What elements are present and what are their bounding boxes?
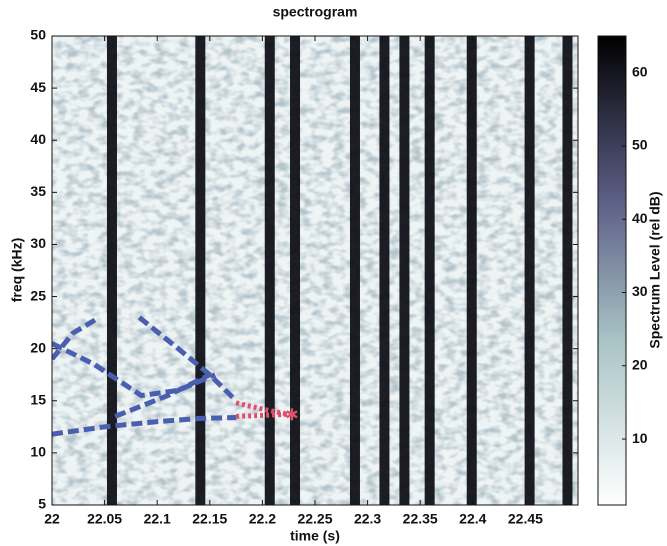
y-tick-label: 35 xyxy=(30,183,46,199)
colorbar-tick-label: 30 xyxy=(632,283,648,299)
click xyxy=(424,36,435,505)
x-axis-label: time (s) xyxy=(290,528,340,544)
click xyxy=(349,36,360,505)
y-tick-label: 40 xyxy=(30,131,46,147)
click xyxy=(524,36,535,505)
click xyxy=(290,36,301,505)
contour xyxy=(137,315,238,403)
contour xyxy=(236,411,289,419)
colorbar-label: Spectrum Level (rel dB) xyxy=(647,191,663,348)
plot-marks xyxy=(52,36,573,505)
contour xyxy=(114,372,211,419)
chart-title: spectrogram xyxy=(273,4,358,20)
y-tick-label: 10 xyxy=(30,444,46,460)
contour xyxy=(52,315,101,361)
x-tick-label: 22.1 xyxy=(144,511,171,527)
click xyxy=(379,36,390,505)
x-tick-label: 22 xyxy=(44,511,60,527)
y-tick-label: 25 xyxy=(30,287,46,303)
x-tick-label: 22.25 xyxy=(297,511,332,527)
x-tick-label: 22.35 xyxy=(403,511,438,527)
colorbar-tick-label: 40 xyxy=(632,210,648,226)
colorbar xyxy=(597,35,627,506)
colorbar-tick-label: 10 xyxy=(632,430,648,446)
x-tick-label: 22.3 xyxy=(354,511,381,527)
y-axis-label: freq (kHz) xyxy=(9,238,25,303)
x-tick-label: 22.05 xyxy=(87,511,122,527)
colorbar-tick-label: 60 xyxy=(632,63,648,79)
spectrogram-texture xyxy=(52,36,578,505)
click xyxy=(466,36,477,505)
y-tick-label: 20 xyxy=(30,339,46,355)
click xyxy=(399,36,410,505)
x-tick-label: 22.45 xyxy=(508,511,543,527)
y-tick-label: 50 xyxy=(30,27,46,43)
contour xyxy=(52,414,237,437)
colorbar-tick-label: 20 xyxy=(632,356,648,372)
x-tick-label: 22.15 xyxy=(192,511,227,527)
marker xyxy=(286,408,298,421)
x-tick-label: 22.2 xyxy=(249,511,276,527)
y-tick-label: 45 xyxy=(30,79,46,95)
click xyxy=(106,36,117,505)
y-tick-label: 5 xyxy=(38,496,46,512)
click xyxy=(264,36,275,505)
click xyxy=(195,36,206,505)
y-tick-label: 15 xyxy=(30,391,46,407)
click xyxy=(562,36,573,505)
x-tick-label: 22.4 xyxy=(459,511,486,527)
y-tick-label: 30 xyxy=(30,235,46,251)
colorbar-tick-label: 50 xyxy=(632,137,648,153)
